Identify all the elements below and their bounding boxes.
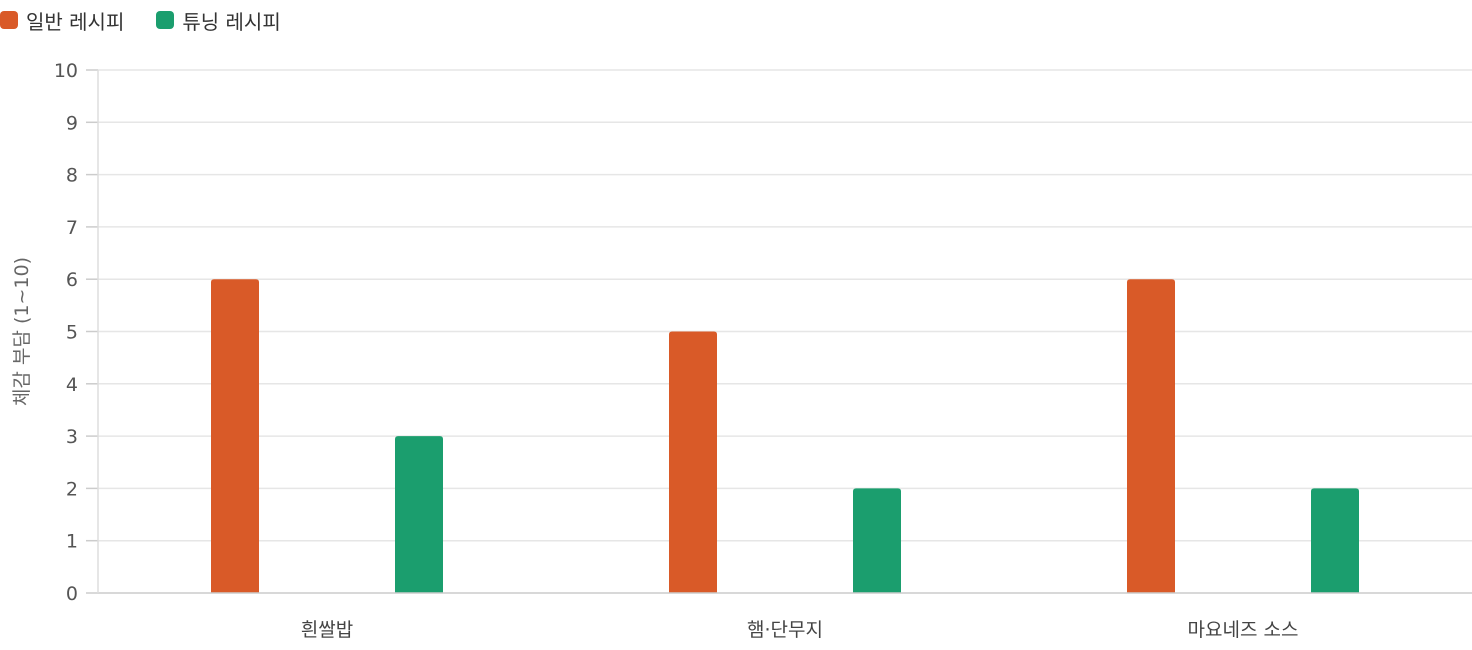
bars [211, 279, 1359, 593]
bar-series-0-category-1[interactable] [669, 331, 717, 594]
y-tick-label-5: 5 [66, 322, 78, 344]
y-tick-label-10: 10 [54, 60, 78, 82]
bar-series-0-category-2[interactable] [1127, 279, 1175, 593]
y-tick-label-0: 0 [66, 583, 78, 605]
x-tick-label-1: 햄·단무지 [747, 619, 823, 641]
grid-lines [98, 69, 1472, 542]
y-axis-title: 체감 부담 (1~10) [11, 257, 33, 406]
y-tick-label-2: 2 [66, 478, 78, 500]
x-tick-label-0: 흰쌀밥 [301, 619, 353, 641]
legend-item-series-1[interactable]: 튜닝 레시피 [156, 6, 281, 35]
bar-series-1-category-0[interactable] [395, 436, 443, 593]
y-tick-label-4: 4 [66, 374, 78, 396]
bar-series-1-category-2[interactable] [1311, 488, 1359, 593]
legend-item-series-0[interactable]: 일반 레시피 [0, 6, 124, 35]
y-tick-label-8: 8 [66, 165, 78, 187]
legend-label-series-0: 일반 레시피 [26, 9, 125, 34]
bar-series-0-category-0[interactable] [211, 279, 259, 593]
legend-swatch-series-0 [0, 11, 18, 29]
bar-series-1-category-1[interactable] [853, 488, 901, 593]
y-tick-label-7: 7 [66, 217, 78, 239]
y-tick-label-9: 9 [66, 112, 78, 134]
y-tick-label-3: 3 [66, 426, 78, 448]
y-tick-label-1: 1 [66, 531, 78, 553]
y-tick-label-6: 6 [66, 269, 78, 291]
legend-swatch-series-1 [156, 11, 175, 29]
legend: 일반 레시피 튜닝 레시피 [0, 4, 313, 36]
x-tick-label-2: 마요네즈 소스 [1188, 619, 1299, 641]
y-axis-ticks: 0 1 2 3 4 5 6 7 8 9 10 [54, 60, 98, 605]
legend-label-series-1: 튜닝 레시피 [182, 9, 281, 34]
x-axis-labels: 흰쌀밥 햄·단무지 마요네즈 소스 [301, 619, 1299, 641]
